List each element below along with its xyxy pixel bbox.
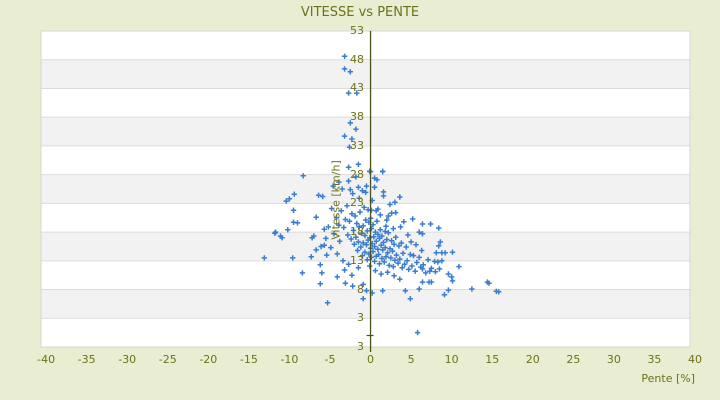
y-tick-label: 38 [350, 110, 364, 124]
x-tick-label: -5 [324, 353, 336, 366]
x-tick-label: -15 [239, 353, 258, 366]
x-tick-label: 40 [688, 353, 702, 366]
y-tick-label: 8 [357, 282, 364, 296]
plot-band [41, 88, 690, 118]
x-tick-label: -40 [37, 353, 56, 366]
scatter-points [261, 53, 502, 336]
y-tick-label: 28 [350, 167, 364, 181]
y-axis-label: Vitesse [km/h] [329, 160, 343, 240]
y-tick-label: 48 [350, 52, 364, 66]
x-tick-label: 10 [444, 353, 459, 366]
y-tick-label: 18 [350, 225, 364, 239]
x-tick-label: 15 [485, 353, 500, 366]
x-tick-label: 5 [407, 353, 415, 366]
x-tick-label: 20 [525, 353, 540, 366]
x-axis-label: Pente [%] [641, 372, 695, 385]
y-tick-label: 53 [350, 24, 364, 37]
plot-band [41, 318, 690, 347]
x-tick-label: 30 [606, 353, 621, 366]
y-tick-label: 33 [350, 138, 364, 152]
x-tick-label: 0 [367, 353, 375, 366]
plot-border [40, 30, 691, 348]
y-tick-label: 3 [357, 311, 364, 325]
x-tick-label: 25 [566, 353, 581, 366]
plot-band [41, 117, 690, 146]
plot-band [41, 59, 690, 89]
plot-band [41, 31, 690, 60]
y-tick-label: 13 [350, 253, 364, 267]
plot-band [41, 174, 690, 204]
x-tick-label: -35 [77, 353, 96, 366]
x-tick-label: -10 [280, 353, 299, 366]
y-tick-label: 23 [350, 196, 364, 210]
y-tick-label: 3 [357, 340, 364, 353]
x-tick-label: -25 [158, 353, 177, 366]
y-tick-label: 43 [350, 81, 364, 95]
plot-band [41, 289, 690, 319]
plot-band [41, 260, 690, 290]
x-tick-label: -30 [118, 353, 137, 366]
x-tick-label: -20 [199, 353, 218, 366]
chart-title: VITESSE vs PENTE [300, 5, 420, 20]
plot-band [41, 145, 690, 175]
x-tick-label: 35 [647, 353, 662, 366]
